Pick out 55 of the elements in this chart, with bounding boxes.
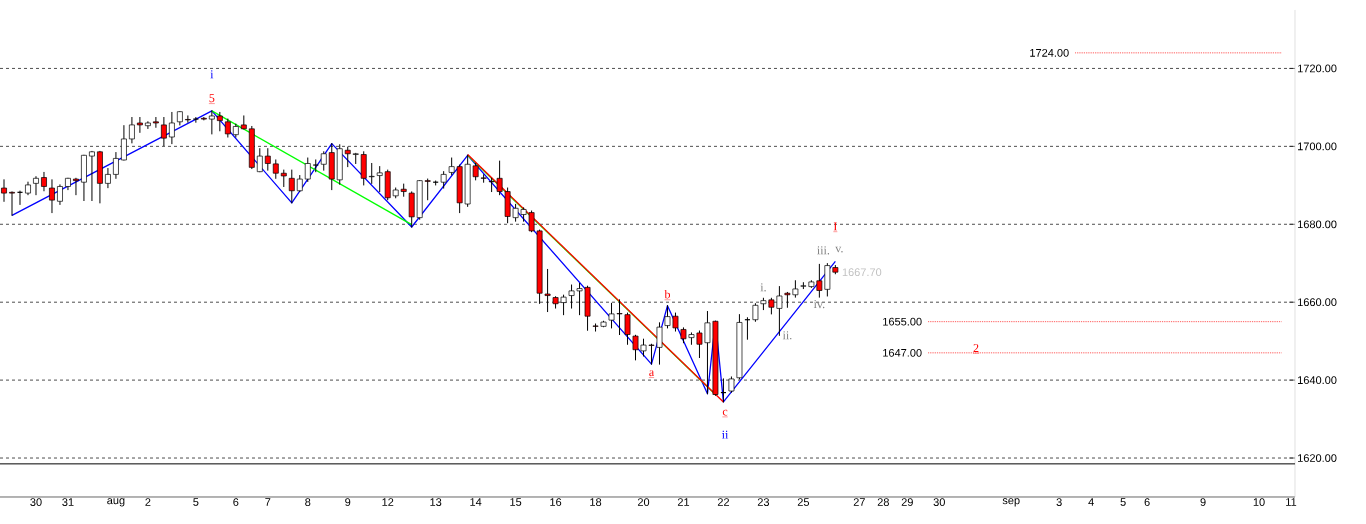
annotation: i.	[760, 283, 766, 292]
x-tick-label: 6	[233, 498, 239, 506]
annotation: a	[649, 370, 654, 377]
x-tick-label: 18	[590, 498, 602, 506]
annotation: 2	[973, 343, 979, 352]
x-tick-label: sep	[1002, 498, 1020, 507]
x-tick-label: 31	[62, 498, 74, 506]
x-tick-label: 16	[550, 498, 562, 506]
x-tick-label: 3	[1056, 498, 1062, 506]
x-tick-label: 8	[305, 498, 311, 506]
annotation: iii.	[817, 246, 830, 255]
x-tick-label: 9	[345, 498, 351, 506]
x-tick-label: 13	[430, 498, 442, 506]
x-tick-label: 10	[1253, 498, 1265, 506]
x-tick-label: 14	[470, 498, 482, 506]
y-tick-label: 1620.00	[1298, 454, 1337, 462]
x-tick-label: 22	[717, 498, 730, 506]
annotation: ii.	[782, 331, 792, 340]
x-tick-label: 20	[637, 498, 650, 506]
annotation: 1667.70	[842, 268, 882, 277]
ref-line-label: 1655.00	[883, 317, 922, 326]
annotation: i	[210, 70, 214, 79]
y-tick-label: 1720.00	[1298, 64, 1337, 73]
x-tick-label: 23	[757, 498, 770, 506]
x-tick-label: 25	[797, 498, 810, 506]
x-tick-label: 5	[1120, 498, 1126, 506]
y-tick-label: 1700.00	[1298, 142, 1337, 151]
annotation: v.	[835, 246, 843, 253]
ref-line-label: 1724.00	[1030, 48, 1069, 57]
x-tick-label: 29	[901, 498, 913, 506]
y-tick-label: 1680.00	[1298, 220, 1337, 229]
x-tick-label: 11	[1286, 498, 1297, 506]
y-tick-label: 1640.00	[1298, 376, 1337, 384]
x-tick-label: 21	[677, 498, 690, 506]
x-tick-label: 28	[877, 498, 889, 506]
annotation: b	[664, 289, 671, 299]
annotation: 5	[209, 94, 215, 103]
x-tick-label: 30	[30, 498, 42, 506]
x-tick-label: 7	[265, 498, 271, 506]
x-tick-label: aug	[107, 498, 125, 507]
x-tick-label: 2	[145, 498, 151, 506]
x-tick-label: 9	[1200, 498, 1206, 506]
annotation: iv.	[813, 300, 825, 309]
x-tick-label: 6	[1144, 498, 1150, 506]
x-tick-label: 12	[382, 498, 394, 506]
x-tick-label: 4	[1088, 498, 1094, 506]
y-tick-label: 1660.00	[1298, 298, 1337, 307]
annotation: c	[722, 409, 728, 416]
annotation: I	[833, 222, 837, 231]
ref-line-label: 1647.00	[883, 348, 922, 357]
x-tick-label: 27	[853, 498, 865, 506]
x-tick-label: 5	[193, 498, 199, 506]
x-tick-label: 15	[510, 498, 522, 506]
x-tick-label: 30	[933, 498, 945, 506]
annotation: ii	[721, 430, 729, 439]
